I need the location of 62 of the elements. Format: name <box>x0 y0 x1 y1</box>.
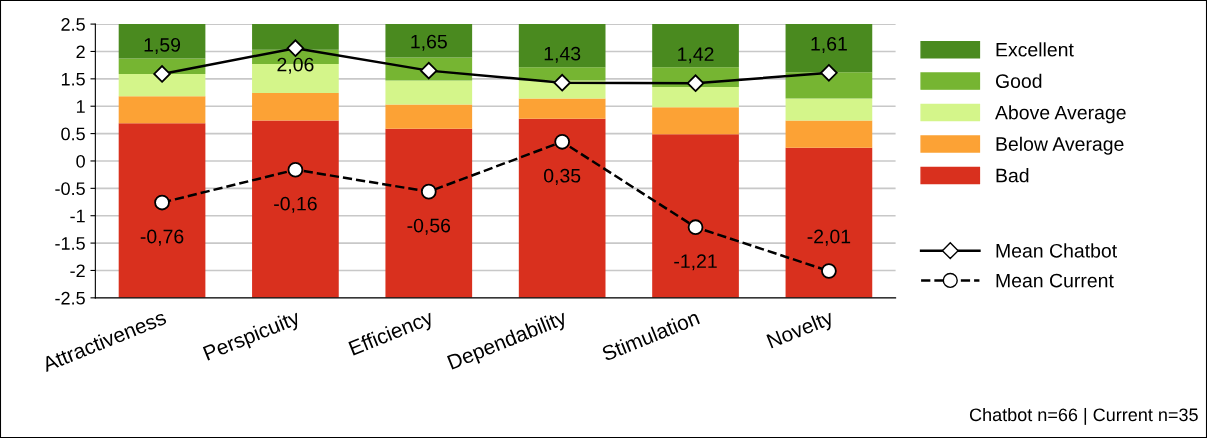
bar <box>785 72 873 99</box>
data-label: 1,65 <box>411 34 447 51</box>
legend-label: Bad <box>996 168 1029 183</box>
bar <box>785 24 873 73</box>
point <box>154 194 170 211</box>
y-tick-label: 0 <box>76 154 85 168</box>
data-label: -1,21 <box>674 254 717 271</box>
bar <box>652 107 739 135</box>
bar <box>118 73 206 97</box>
data-label: 1,61 <box>811 36 847 53</box>
point <box>821 263 837 279</box>
bar <box>118 96 206 124</box>
point <box>820 64 838 82</box>
data-label: -0,76 <box>140 229 184 246</box>
y-tick-label: -1.5 <box>55 237 85 250</box>
bar <box>385 24 473 58</box>
data-label: -0,56 <box>407 218 451 235</box>
y-tick-label: -1 <box>70 209 85 223</box>
point <box>420 61 438 80</box>
legend-label: Mean Current <box>996 273 1114 288</box>
y-tick-label: 0.5 <box>61 127 85 141</box>
data-label: 1,59 <box>144 37 181 55</box>
point <box>287 161 304 178</box>
data-label: -2,01 <box>807 229 851 246</box>
legend-label: Below Average <box>996 136 1124 155</box>
x-tick-label: Novelty <box>766 308 837 353</box>
data-label: 1,43 <box>544 46 581 63</box>
point <box>553 73 571 92</box>
y-tick-label: -0.5 <box>55 182 85 196</box>
bar <box>252 93 339 121</box>
y-tick-label: 2 <box>76 45 85 59</box>
data-label: 0,35 <box>544 168 581 185</box>
point <box>686 74 705 92</box>
y-tick-label: 1.5 <box>61 72 85 86</box>
data-label: 2,06 <box>277 57 314 74</box>
point <box>153 65 171 83</box>
legend-label: Good <box>995 73 1042 89</box>
point <box>687 219 704 236</box>
y-tick-label: 2.5 <box>61 18 85 31</box>
y-tick-label: 1 <box>76 100 85 113</box>
bar <box>252 24 339 50</box>
bar <box>652 24 739 68</box>
bar <box>518 98 606 119</box>
legend-label: Excellent <box>996 42 1074 57</box>
bar <box>118 24 206 59</box>
bar <box>385 80 473 105</box>
bar <box>518 67 606 81</box>
text: Chatbot n=66 | Current n=35 <box>969 407 1198 425</box>
y-tick-label: -2 <box>70 264 85 278</box>
bar <box>652 87 739 108</box>
bar <box>785 120 873 148</box>
data-label: 1,42 <box>678 47 714 64</box>
point <box>286 39 305 57</box>
legend-label: Above Average <box>995 105 1126 124</box>
bar <box>385 104 473 129</box>
point <box>554 133 571 150</box>
data-label: -0,16 <box>274 196 317 213</box>
point <box>420 183 437 200</box>
bar <box>785 98 873 121</box>
y-tick-label: -2.5 <box>55 291 85 305</box>
bar <box>518 24 606 68</box>
legend-label: Mean Chatbot <box>996 243 1117 258</box>
